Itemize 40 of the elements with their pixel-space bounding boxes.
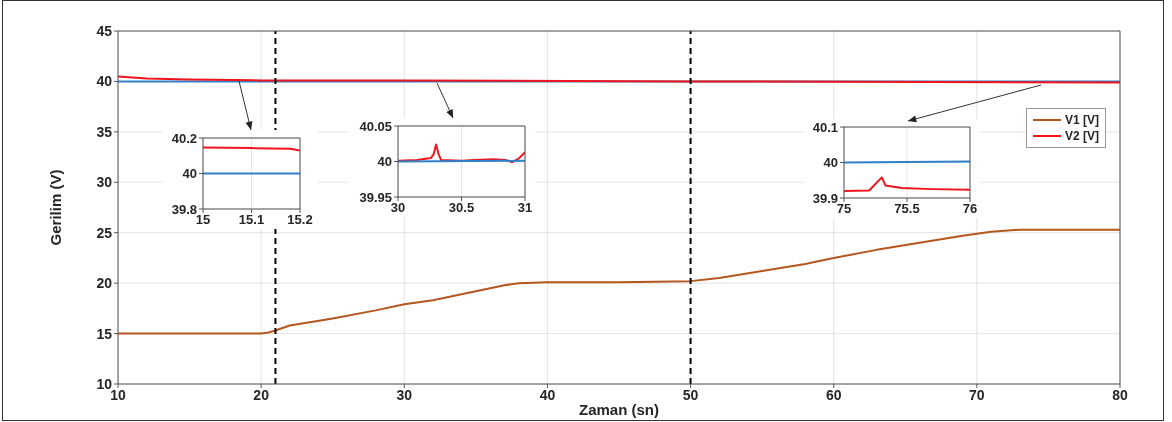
y-tick-label: 40.05 <box>359 118 392 134</box>
y-tick-label: 25 <box>96 224 113 241</box>
y-tick-label: 10 <box>96 375 113 392</box>
line-series <box>118 228 1120 335</box>
y-axis-title: Gerilim (V) <box>47 169 65 246</box>
line-series <box>844 176 970 192</box>
x-tick-label: 30 <box>396 386 413 403</box>
x-tick-label: 75 <box>836 201 852 217</box>
x-tick-label: 30.5 <box>448 200 475 216</box>
x-tick-label: 20 <box>253 386 270 403</box>
y-tick-label: 40 <box>182 166 197 182</box>
x-tick-label: 70 <box>969 386 985 403</box>
line-series <box>118 75 1120 84</box>
y-tick-label: 39.9 <box>812 190 838 206</box>
x-tick-label: 80 <box>1112 386 1128 403</box>
y-tick-label: 45 <box>96 22 113 39</box>
x-tick-label: 60 <box>825 386 842 403</box>
y-tick-label: 40 <box>823 155 838 171</box>
x-tick-label: 15.1 <box>238 212 265 228</box>
y-tick-label: 40 <box>96 73 113 90</box>
y-tick-label: 40.2 <box>171 130 197 146</box>
x-tick-label: 30 <box>390 200 406 216</box>
x-tick-label: 76 <box>962 201 978 217</box>
y-tick-label: 35 <box>96 123 113 140</box>
x-axis-title: Zaman (sn) <box>578 401 660 418</box>
x-tick-label: 31 <box>517 200 533 216</box>
x-tick-label: 15.2 <box>287 212 313 228</box>
y-tick-label: 39.8 <box>171 201 197 217</box>
x-tick-label: 75.5 <box>894 201 920 217</box>
x-tick-label: 50 <box>682 386 699 403</box>
y-tick-label: 30 <box>96 174 113 191</box>
y-tick-label: 39.95 <box>359 189 392 205</box>
x-tick-label: 10 <box>110 386 126 403</box>
y-tick-label: 40.1 <box>812 119 838 135</box>
legend-label: V2 [V] <box>1064 128 1099 144</box>
y-tick-label: 20 <box>96 275 113 292</box>
legend-label: V1 [V] <box>1064 112 1099 128</box>
x-tick-label: 40 <box>539 386 556 403</box>
y-tick-label: 40 <box>377 154 392 170</box>
y-tick-label: 15 <box>96 325 113 342</box>
